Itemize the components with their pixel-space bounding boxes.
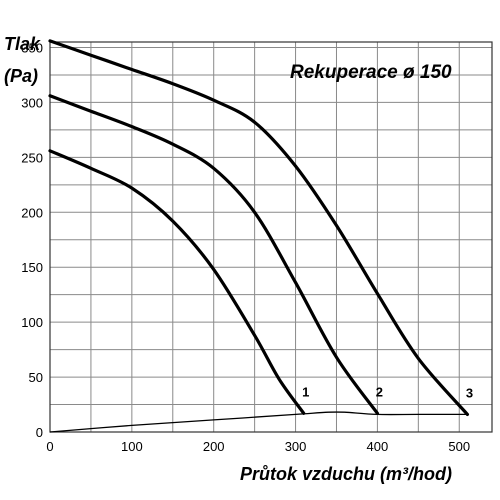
x-tick-labels: 0 100 200 300 400 500 bbox=[46, 439, 470, 454]
y-tick-label-6: 300 bbox=[21, 95, 43, 110]
curve-labels: 1 2 3 bbox=[302, 384, 473, 400]
curves bbox=[48, 39, 469, 433]
curve-label-3: 3 bbox=[466, 385, 473, 400]
y-tick-label-5: 250 bbox=[21, 150, 43, 165]
x-tick-label-2: 200 bbox=[203, 439, 225, 454]
fan-curve-2-line bbox=[48, 94, 379, 415]
plot-frame bbox=[49, 41, 493, 433]
fan-curve-1-line bbox=[48, 149, 306, 415]
y-tick-label-2: 100 bbox=[21, 315, 43, 330]
y-axis-title-line2: (Pa) bbox=[4, 66, 38, 86]
y-tick-label-0: 0 bbox=[36, 425, 43, 440]
x-tick-label-3: 300 bbox=[285, 439, 307, 454]
y-axis-title-line1: Tlak bbox=[4, 34, 41, 54]
y-tick-label-3: 150 bbox=[21, 260, 43, 275]
x-axis-title: Průtok vzduchu (m³/hod) bbox=[240, 464, 452, 484]
x-tick-label-4: 400 bbox=[367, 439, 389, 454]
y-tick-label-1: 50 bbox=[29, 370, 43, 385]
curve-label-2: 2 bbox=[376, 384, 383, 399]
chart-title: Rekuperace ø 150 bbox=[290, 62, 452, 83]
y-tick-labels: 0 50 100 150 200 250 300 350 bbox=[21, 40, 43, 440]
y-tick-label-7: 350 bbox=[21, 40, 43, 55]
system-curve-line bbox=[49, 411, 468, 433]
x-tick-label-1: 100 bbox=[121, 439, 143, 454]
x-tick-label-0: 0 bbox=[46, 439, 53, 454]
fan-curve-3-line bbox=[48, 39, 469, 416]
y-tick-label-4: 200 bbox=[21, 205, 43, 220]
curve-label-1: 1 bbox=[302, 384, 309, 399]
x-tick-label-5: 500 bbox=[448, 439, 470, 454]
